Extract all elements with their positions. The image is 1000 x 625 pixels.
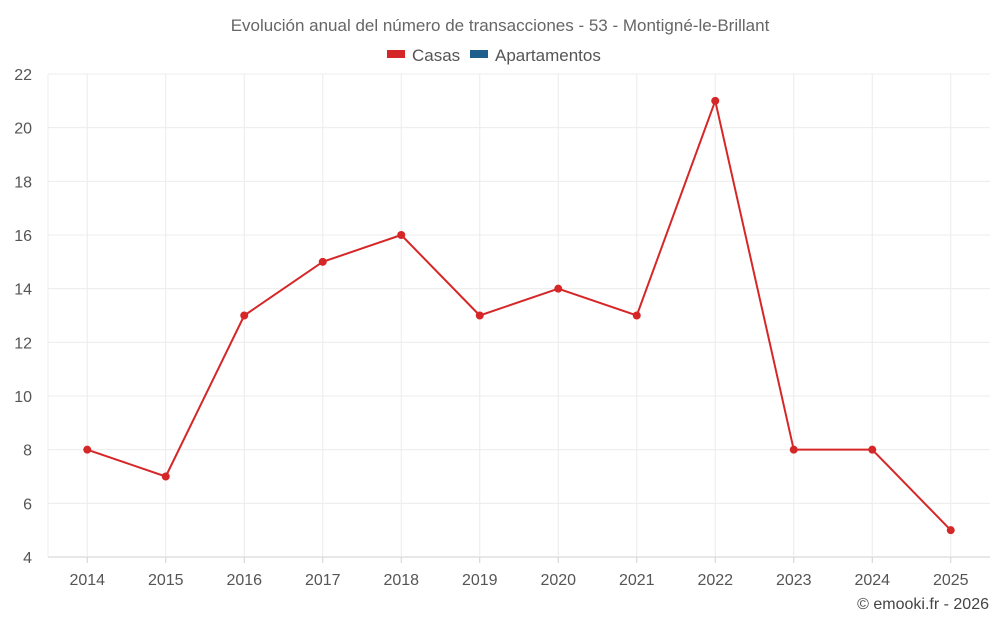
x-tick-label: 2021 <box>619 572 655 589</box>
y-tick-label: 18 <box>14 174 32 191</box>
legend-label-casas[interactable]: Casas <box>412 46 460 65</box>
series-line <box>86 99 952 531</box>
x-tick-label: 2014 <box>69 572 105 589</box>
x-tick-label: 2019 <box>462 572 498 589</box>
data-point[interactable] <box>397 231 406 239</box>
data-point[interactable] <box>554 284 563 293</box>
data-point[interactable] <box>83 445 92 454</box>
x-tick-label: 2016 <box>226 572 262 589</box>
x-tick-label: 2018 <box>383 572 419 589</box>
series-casas <box>83 96 955 535</box>
x-tick-label: 2017 <box>305 572 341 589</box>
x-tick-label: 2015 <box>148 572 184 589</box>
legend-label-apartamentos[interactable]: Apartamentos <box>495 46 601 65</box>
grid <box>47 73 990 558</box>
y-tick-label: 16 <box>14 228 32 245</box>
x-axis: 2014 2015 2016 2017 2018 2019 2020 2021 2022 2023… <box>69 557 969 589</box>
y-tick-label: 6 <box>23 496 32 513</box>
data-point[interactable] <box>632 311 641 320</box>
y-tick-label: 8 <box>23 443 32 460</box>
legend-swatch-apartamentos <box>470 50 488 58</box>
data-point[interactable] <box>475 311 484 320</box>
y-tick-label: 10 <box>14 389 32 406</box>
data-point[interactable] <box>868 445 877 454</box>
y-tick-label: 4 <box>23 550 32 567</box>
chart-title: Evolución anual del número de transaccio… <box>231 16 770 35</box>
x-tick-label: 2020 <box>540 572 576 589</box>
credit-text: © emooki.fr - 2026 <box>857 596 989 613</box>
x-tick-label: 2022 <box>697 572 733 589</box>
y-tick-label: 12 <box>14 335 32 352</box>
y-tick-label: 14 <box>14 282 32 299</box>
data-point[interactable] <box>789 445 798 454</box>
legend-swatch-casas <box>387 50 405 58</box>
x-tick-label: 2024 <box>854 572 890 589</box>
y-axis: 4 6 8 10 12 14 16 18 20 22 <box>14 67 32 567</box>
data-point[interactable] <box>318 257 327 266</box>
data-point[interactable] <box>161 472 170 481</box>
x-tick-label: 2023 <box>776 572 812 589</box>
data-point[interactable] <box>711 96 720 105</box>
data-point[interactable] <box>240 311 249 320</box>
y-tick-label: 20 <box>14 121 32 138</box>
legend: Casas Apartamentos <box>387 46 601 65</box>
y-tick-label: 22 <box>14 67 32 84</box>
x-tick-label: 2025 <box>933 572 969 589</box>
data-point[interactable] <box>946 526 955 535</box>
